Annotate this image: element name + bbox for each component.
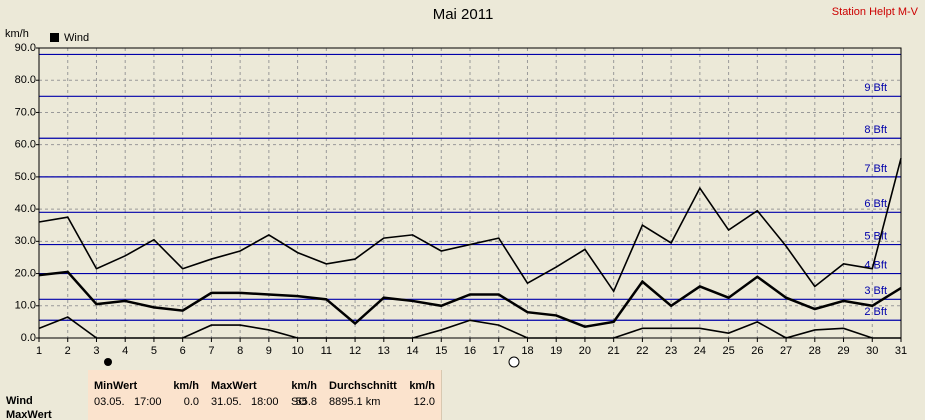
y-axis-label: km/h (5, 28, 29, 40)
moon-new (508, 356, 520, 368)
x-tick-label: 13 (378, 345, 390, 357)
beaufort-label: 6 Bft (864, 198, 887, 210)
x-tick-label: 1 (36, 345, 42, 357)
x-tick-label: 4 (122, 345, 128, 357)
stats-cell: MinWert km/h 03.05. 17:00 0.0 (88, 370, 206, 420)
x-tick-label: 18 (521, 345, 533, 357)
x-tick-label: 22 (636, 345, 648, 357)
beaufort-label: 7 Bft (864, 163, 887, 175)
x-tick-label: 25 (722, 345, 734, 357)
stats-title: MinWert (94, 380, 138, 392)
stats-title: MaxWert (211, 380, 257, 392)
y-tick-label: 70.0 (15, 106, 36, 118)
chart: Mai 2011 Station Helpt M-V km/h 0.0 10.0 2… (5, 6, 919, 368)
stats-unit: km/h (409, 380, 435, 392)
x-tick-label: 29 (837, 345, 849, 357)
x-tick-label: 16 (464, 345, 476, 357)
stats-value: 17:00 (134, 396, 162, 408)
y-tick-label: 10.0 (15, 300, 36, 312)
x-tick-label: 27 (780, 345, 792, 357)
x-tick-label: 14 (406, 345, 418, 357)
x-tick-label: 24 (694, 345, 706, 357)
x-tick-label: 11 (321, 345, 332, 357)
x-tick-label: 19 (550, 345, 562, 357)
stats-unit: km/h (291, 380, 317, 392)
y-tick-label: 0.0 (21, 332, 36, 344)
stats-value: SO (291, 396, 307, 408)
stats-value: 55.8 (295, 396, 317, 408)
chart-title: Mai 2011 (433, 6, 494, 23)
x-tick-label: 12 (349, 345, 361, 357)
series-line (38, 270, 902, 329)
stats-value: 8895.1 km (329, 396, 381, 408)
y-tick-label: 80.0 (15, 74, 36, 86)
stats-unit: km/h (173, 380, 199, 392)
x-tick-label: 28 (809, 345, 821, 357)
beaufort-label: 8 Bft (864, 124, 887, 136)
stats-value: 18:00 (251, 396, 279, 408)
x-tick-label: 5 (151, 345, 157, 357)
x-tick-label: 23 (665, 345, 677, 357)
x-tick-label: 3 (93, 345, 99, 357)
beaufort-label: 4 Bft (864, 259, 887, 271)
row-label-cell: Wind MaxWert (0, 370, 89, 420)
x-tick-label: 30 (866, 345, 878, 357)
y-tick-label: 90.0 (15, 42, 36, 54)
beaufort-label: 2 Bft (864, 306, 887, 318)
x-tick-label: 31 (895, 345, 907, 357)
legend-swatch (50, 33, 59, 42)
stats-value: 31.05. (211, 396, 242, 408)
y-tick-label: 40.0 (15, 203, 36, 215)
stats-cell: MaxWert km/h 31.05. 18:00 SO 55.8 (205, 370, 324, 420)
stats-title: Durchschnitt (329, 380, 397, 392)
stats-value: 0.0 (183, 396, 199, 408)
series-line (38, 316, 901, 339)
stats-value: 12.0 (413, 396, 435, 408)
stats-panel: Wind MaxWert MinWert km/h 03.05. 17:00 0.0 MaxW… (0, 370, 925, 420)
y-tick-label: 30.0 (15, 235, 36, 247)
x-tick-label: 15 (435, 345, 447, 357)
stats-cell: Durchschnitt km/h 8895.1 km 12.0 (323, 370, 442, 420)
x-tick-label: 10 (291, 345, 303, 357)
x-tick-label: 20 (579, 345, 591, 357)
stats-value: 03.05. (94, 396, 125, 408)
x-tick-label: 17 (493, 345, 505, 357)
x-tick-label: 7 (208, 345, 214, 357)
y-tick-label: 20.0 (15, 267, 36, 279)
x-tick-label: 21 (608, 345, 620, 357)
x-tick-label: 2 (65, 345, 71, 357)
y-tick-label: 50.0 (15, 171, 36, 183)
beaufort-label: 3 Bft (864, 285, 887, 297)
x-tick-label: 26 (751, 345, 763, 357)
x-tick-label: 6 (180, 345, 186, 357)
x-tick-label: 9 (266, 345, 272, 357)
y-tick-label: 60.0 (15, 139, 36, 151)
series-line (38, 157, 902, 293)
x-tick-label: 8 (237, 345, 243, 357)
row-label: MaxWert (6, 409, 52, 420)
moon-full (104, 358, 112, 366)
row-label: Wind (6, 395, 33, 407)
station-label: Station Helpt M-V (832, 6, 919, 18)
beaufort-label: 9 Bft (864, 82, 887, 94)
legend-label: Wind (64, 32, 89, 44)
beaufort-label: 5 Bft (864, 230, 887, 242)
